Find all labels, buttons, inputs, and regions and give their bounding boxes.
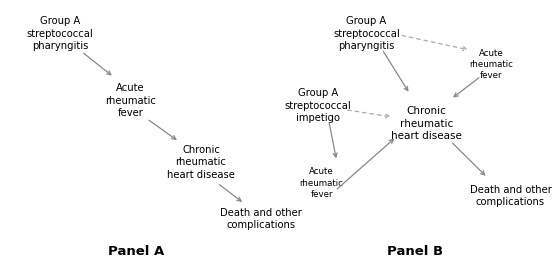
Text: Group A
streptococcal
impetigo: Group A streptococcal impetigo	[284, 88, 351, 123]
Text: Chronic
rheumatic
heart disease: Chronic rheumatic heart disease	[391, 106, 461, 141]
Text: Acute
rheumatic
fever: Acute rheumatic fever	[300, 168, 343, 199]
Text: Group A
streptococcal
pharyngitis: Group A streptococcal pharyngitis	[333, 16, 400, 51]
Text: Group A
streptococcal
pharyngitis: Group A streptococcal pharyngitis	[27, 16, 93, 51]
Text: Acute
rheumatic
fever: Acute rheumatic fever	[470, 49, 514, 80]
Text: Death and other
complications: Death and other complications	[470, 185, 551, 207]
Text: Death and other
complications: Death and other complications	[220, 208, 301, 230]
Text: Acute
rheumatic
fever: Acute rheumatic fever	[105, 83, 156, 118]
Text: Panel A: Panel A	[107, 245, 164, 258]
Text: Chronic
rheumatic
heart disease: Chronic rheumatic heart disease	[167, 145, 235, 180]
Text: Panel B: Panel B	[387, 245, 444, 258]
